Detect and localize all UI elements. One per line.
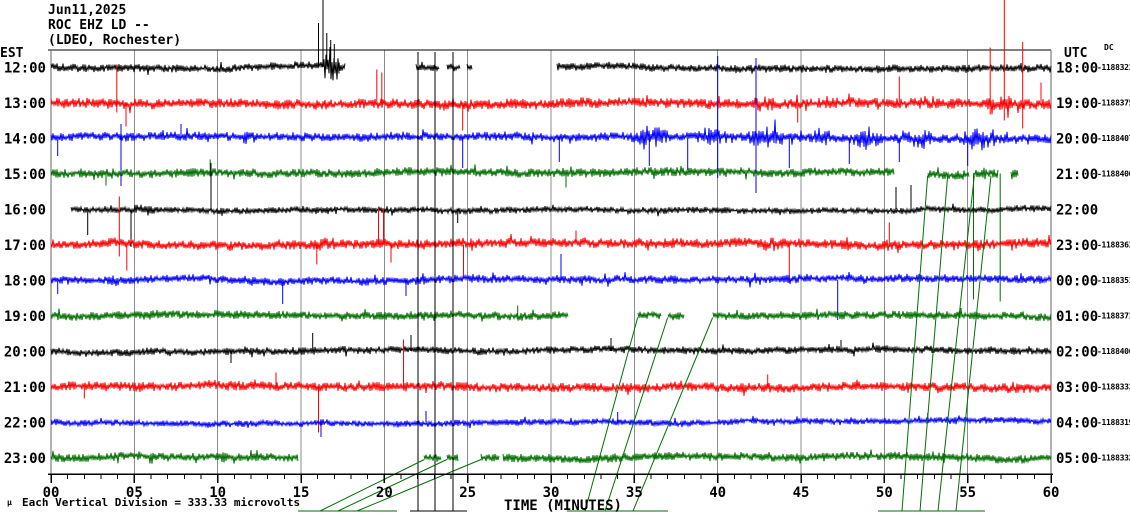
- x-axis-title: TIME (MINUTES): [504, 498, 622, 514]
- x-tick-label: 40: [709, 485, 726, 501]
- x-tick-label: 50: [876, 485, 893, 501]
- dc-value-label: -1188333: [1097, 383, 1130, 392]
- utc-time-label: 03:00: [1056, 380, 1098, 396]
- x-axis-ticks: 00 05 10 15 20 25 30 35 40 45 50 55 60: [43, 473, 1060, 501]
- x-tick-label: 05: [126, 485, 143, 501]
- utc-time-label: 04:00: [1056, 416, 1098, 432]
- x-tick-label: 35: [626, 485, 643, 501]
- header-station: ROC EHZ LD --: [48, 18, 150, 33]
- est-time-label: 23:00: [4, 451, 46, 467]
- est-time-label: 16:00: [4, 203, 46, 219]
- gap-line: [584, 317, 639, 512]
- dc-value-label: -1188400: [1097, 170, 1130, 179]
- seismo-trace-19:00: [50, 305, 1052, 323]
- x-tick-label: 00: [43, 485, 60, 501]
- x-tick-label: 20: [376, 485, 393, 501]
- x-tick-label: 30: [543, 485, 560, 501]
- seismo-trace-16:00: [70, 163, 1052, 247]
- x-tick-label: 10: [209, 485, 226, 501]
- gap-line: [937, 175, 975, 512]
- grid-lines: [133, 50, 969, 474]
- dc-value-label: -1188371: [1097, 312, 1130, 321]
- seismo-trace-22:00: [50, 411, 1052, 437]
- utc-time-label: 01:00: [1056, 309, 1098, 325]
- est-time-label: 18:00: [4, 274, 46, 290]
- mu-symbol: µ: [7, 498, 12, 507]
- seismo-trace-17:00: [50, 196, 1052, 283]
- est-time-label: 21:00: [4, 380, 46, 396]
- dc-value-label: -1188375: [1097, 99, 1130, 108]
- est-time-label: 14:00: [4, 132, 46, 148]
- header-location: (LDEO, Rochester): [48, 33, 181, 48]
- seismo-trace-15:00: [50, 159, 1019, 302]
- gap-line: [632, 317, 714, 512]
- utc-time-label: 18:00: [1056, 61, 1098, 77]
- dc-value-label: -1188321: [1097, 63, 1130, 72]
- est-time-label: 15:00: [4, 167, 46, 183]
- gap-line: [919, 175, 949, 512]
- utc-time-label: 22:00: [1056, 203, 1098, 219]
- est-axis-label: EST: [0, 46, 24, 61]
- scale-note: Each Vertical Division = 333.33 microvol…: [22, 496, 300, 509]
- gap-line: [901, 175, 929, 512]
- utc-time-label: 00:00: [1056, 274, 1098, 290]
- seismo-trace-21:00: [50, 339, 1052, 433]
- gap-line: [955, 175, 992, 512]
- est-time-label: 20:00: [4, 345, 46, 361]
- utc-time-label: 19:00: [1056, 96, 1098, 112]
- seismo-trace-13:00: [50, 0, 1052, 131]
- plot-border: [48, 49, 1052, 474]
- dc-value-label: -1188407: [1097, 134, 1130, 143]
- dc-value-label: -1188406: [1097, 347, 1130, 356]
- utc-time-label: 20:00: [1056, 132, 1098, 148]
- seismo-trace-20:00: [50, 333, 1052, 363]
- seismo-trace-14:00: [50, 56, 1052, 193]
- utc-time-label: 23:00: [1056, 238, 1098, 254]
- dc-value-label: -1188332: [1097, 454, 1130, 463]
- dc-value-label: -1188351: [1097, 276, 1130, 285]
- x-tick-label: 45: [793, 485, 810, 501]
- est-time-label: 12:00: [4, 61, 46, 77]
- utc-time-label: 05:00: [1056, 451, 1098, 467]
- gap-line: [356, 459, 482, 512]
- gap-line: [604, 317, 669, 512]
- dc-axis-label: DC: [1104, 43, 1114, 52]
- x-tick-label: 15: [293, 485, 310, 501]
- dc-value-label: -1188319: [1097, 418, 1130, 427]
- x-tick-label: 25: [459, 485, 476, 501]
- est-time-label: 17:00: [4, 238, 46, 254]
- est-time-label: 19:00: [4, 309, 46, 325]
- x-tick-label: 60: [1043, 485, 1060, 501]
- gap-line: [337, 459, 448, 512]
- est-time-label: 22:00: [4, 416, 46, 432]
- gap-line: [319, 459, 425, 512]
- dc-value-label: -1188363: [1097, 241, 1130, 250]
- gap-marker-lines: [298, 52, 992, 512]
- seismo-trace-18:00: [50, 254, 1052, 320]
- header-date: Jun11,2025: [48, 3, 126, 18]
- utc-axis-label: UTC: [1064, 46, 1087, 61]
- utc-time-label: 21:00: [1056, 167, 1098, 183]
- utc-time-label: 02:00: [1056, 345, 1098, 361]
- x-tick-label: 55: [959, 485, 976, 501]
- seismic-traces: [50, 0, 1052, 464]
- est-time-label: 13:00: [4, 96, 46, 112]
